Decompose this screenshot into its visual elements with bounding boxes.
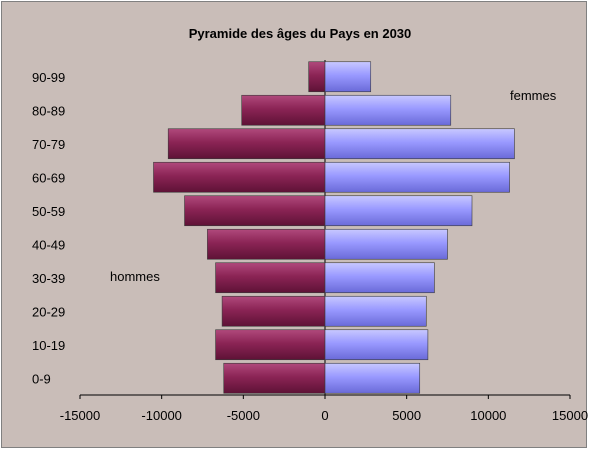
x-tick-label-10000: 10000	[470, 408, 506, 423]
bar-femmes-30-39	[324, 262, 435, 294]
bar-femmes-20-29	[324, 295, 427, 327]
y-tick-label-40-49: 40-49	[32, 237, 65, 252]
x-tick-label--15000: -15000	[60, 408, 100, 423]
bar-femmes-0-9	[324, 362, 421, 394]
bar-hommes-20-29	[221, 295, 326, 327]
chart-title: Pyramide des âges du Pays en 2030	[189, 26, 412, 41]
y-tick-label-10-19: 10-19	[32, 338, 65, 353]
bar-hommes-80-89	[241, 94, 326, 126]
y-tick-label-30-39: 30-39	[32, 271, 65, 286]
x-tick-label-0: 0	[321, 408, 328, 423]
bar-femmes-80-89	[324, 94, 452, 126]
series-label-hommes: hommes	[110, 269, 160, 284]
bar-hommes-10-19	[215, 329, 326, 361]
x-tick-label-5000: 5000	[392, 408, 421, 423]
bar-femmes-40-49	[324, 228, 448, 260]
bar-femmes-60-69	[324, 161, 510, 193]
bar-hommes-90-99	[308, 61, 326, 93]
bar-hommes-30-39	[215, 262, 326, 294]
y-tick-label-70-79: 70-79	[32, 137, 65, 152]
y-tick-label-20-29: 20-29	[32, 304, 65, 319]
bar-hommes-70-79	[167, 128, 326, 160]
bar-hommes-50-59	[184, 195, 326, 227]
y-tick-label-50-59: 50-59	[32, 204, 65, 219]
y-tick-label-80-89: 80-89	[32, 103, 65, 118]
series-label-femmes: femmes	[510, 88, 557, 103]
bar-femmes-90-99	[324, 61, 372, 93]
bar-hommes-0-9	[223, 362, 326, 394]
label-layer: 0-9 10-19 20-29 30-39 40-49 50-59 60-69 70-79 80…	[32, 70, 588, 423]
x-tick-label-15000: 15000	[552, 408, 588, 423]
y-tick-label-90-99: 90-99	[32, 70, 65, 85]
x-tick-label--5000: -5000	[227, 408, 260, 423]
bar-hommes-60-69	[153, 161, 326, 193]
y-tick-label-60-69: 60-69	[32, 170, 65, 185]
bar-femmes-70-79	[324, 128, 515, 160]
bar-femmes-50-59	[324, 195, 473, 227]
bar-hommes-40-49	[207, 228, 326, 260]
y-tick-label-0-9: 0-9	[32, 371, 51, 386]
bar-femmes-10-19	[324, 329, 429, 361]
bar-layer	[153, 61, 515, 394]
x-tick-label--10000: -10000	[141, 408, 181, 423]
